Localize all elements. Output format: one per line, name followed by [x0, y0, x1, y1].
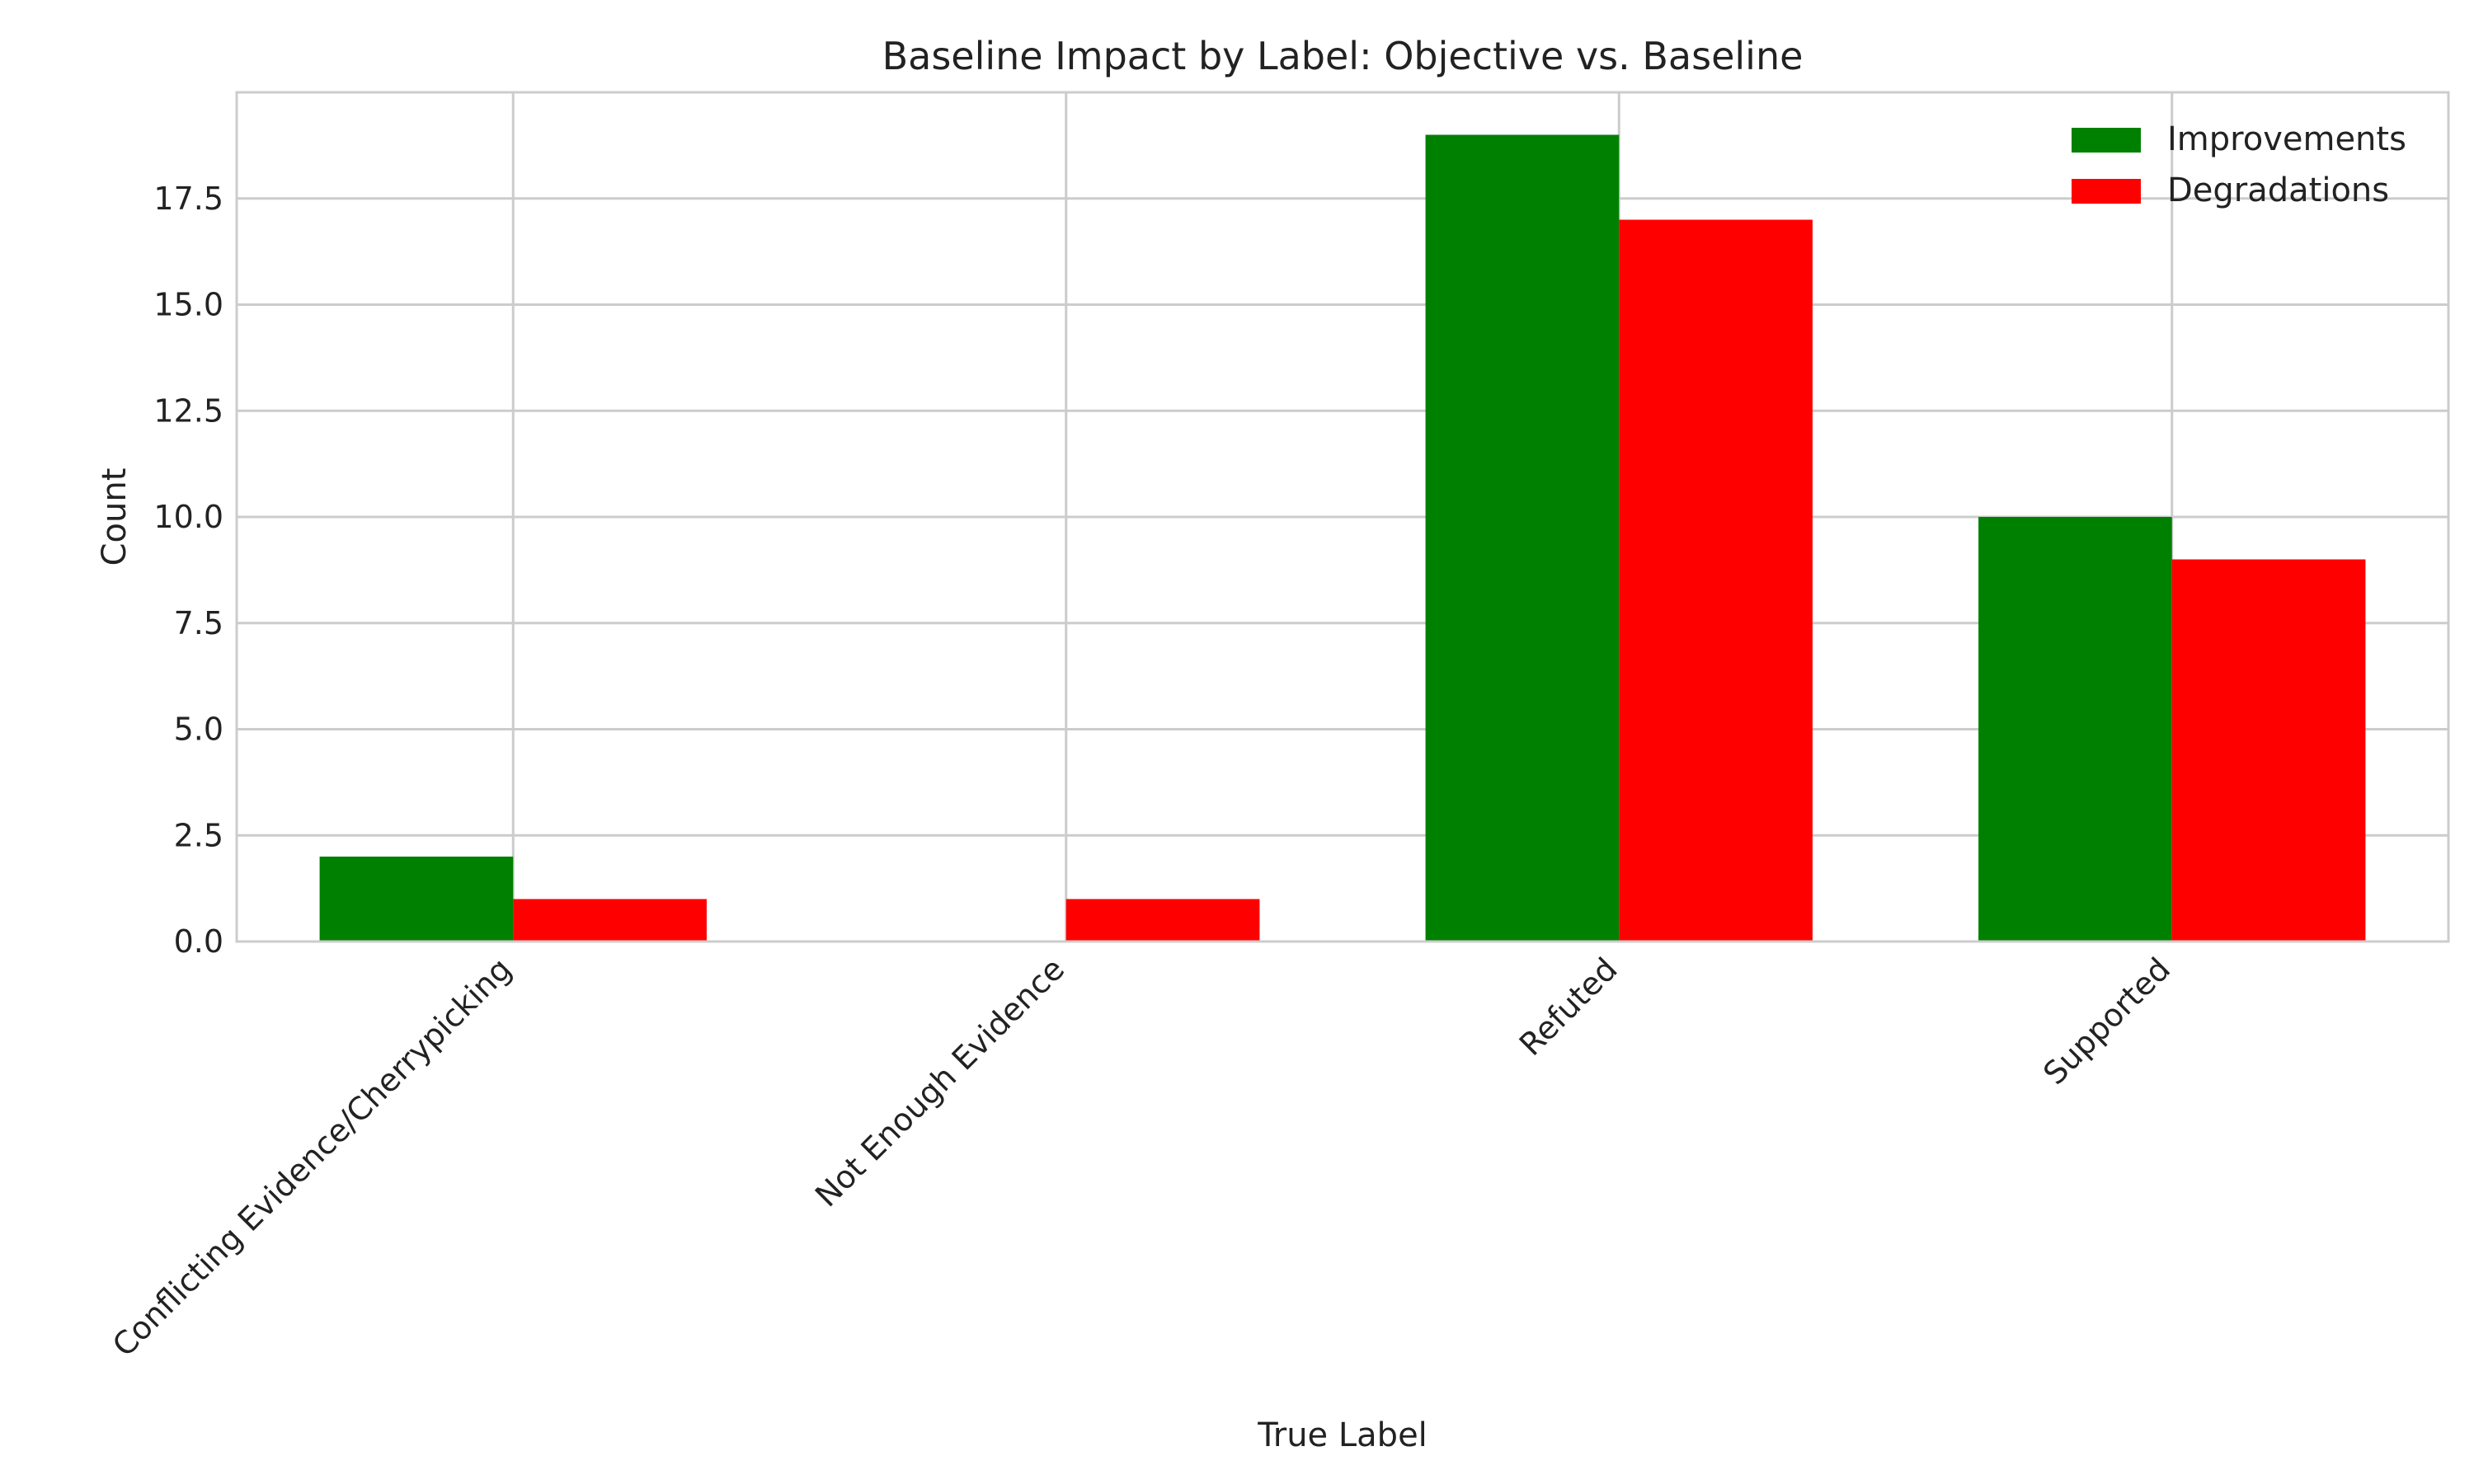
chart-title: Baseline Impact by Label: Objective vs. … — [882, 34, 1804, 78]
x-tick-label: Supported — [2036, 951, 2177, 1092]
x-tick-label: Conflicting Evidence/Cherrypicking — [106, 951, 519, 1364]
y-tick-label: 15.0 — [153, 287, 223, 323]
x-axis-label: True Label — [1257, 1416, 1427, 1454]
y-tick-label: 0.0 — [174, 923, 223, 960]
legend-label-improvements: Improvements — [2167, 120, 2406, 158]
y-tick-labels: 0.0 2.5 5.0 7.5 10.0 12.5 15.0 17.5 — [153, 181, 223, 960]
x-tick-label: Not Enough Evidence — [808, 951, 1071, 1214]
bars — [319, 134, 2366, 942]
bar-improvements-0 — [319, 857, 514, 942]
bar-degradations-1 — [1065, 899, 1260, 942]
y-tick-label: 7.5 — [174, 605, 223, 641]
legend: Improvements Degradations — [2072, 120, 2406, 209]
bar-improvements-2 — [1425, 134, 1620, 942]
legend-label-degradations: Degradations — [2167, 171, 2389, 209]
y-tick-label: 10.0 — [153, 499, 223, 535]
x-tick-labels: Conflicting Evidence/Cherrypicking Not En… — [106, 951, 2177, 1364]
legend-swatch-degradations — [2072, 179, 2141, 204]
bar-degradations-0 — [513, 899, 707, 942]
plot-frame — [235, 91, 2450, 943]
y-tick-label: 17.5 — [153, 181, 223, 217]
y-tick-label: 5.0 — [174, 711, 223, 748]
legend-swatch-improvements — [2072, 128, 2141, 153]
y-axis-label: Count — [96, 468, 134, 566]
bar-degradations-3 — [2171, 559, 2366, 942]
bar-improvements-3 — [1978, 517, 2172, 942]
x-tick-label: Refuted — [1512, 951, 1625, 1063]
bar-degradations-2 — [1619, 219, 1813, 942]
y-tick-label: 12.5 — [153, 392, 223, 429]
y-tick-label: 2.5 — [174, 817, 223, 853]
